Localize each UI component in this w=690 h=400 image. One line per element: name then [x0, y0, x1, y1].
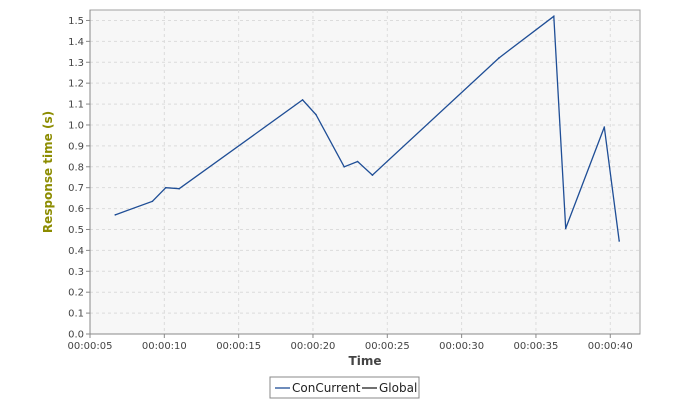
- ticks: 0.0 0.1 0.2 0.3 0.4 0.5 0.6 0.7 0.8 0.9 1.0 1.1 1.2 1…: [68, 16, 633, 352]
- y-tick-label: 0.9: [68, 141, 84, 152]
- y-tick-label: 0.5: [68, 225, 84, 236]
- data-point: [343, 165, 345, 168]
- series-line-concurrent: [115, 15, 620, 242]
- x-tick-label: 00:00:25: [365, 341, 410, 352]
- y-tick-label: 0.3: [68, 267, 84, 278]
- x-tick-label: 00:00:05: [68, 341, 113, 352]
- y-tick-label: 1.5: [68, 16, 84, 27]
- y-tick-label: 0.2: [68, 288, 84, 299]
- y-tick-label: 0.4: [68, 246, 84, 257]
- data-point: [301, 99, 304, 101]
- y-tick-label: 1.3: [68, 58, 84, 69]
- x-tick-label: 00:00:40: [588, 341, 633, 352]
- x-tick-label: 00:00:10: [142, 341, 187, 352]
- data-point: [564, 227, 567, 230]
- legend-box: [269, 376, 420, 399]
- data-point: [371, 174, 374, 176]
- axes: [89, 10, 640, 335]
- x-tick-label: 00:00:20: [291, 341, 336, 352]
- y-tick-label: 1.2: [68, 79, 84, 90]
- y-tick-label: 0.6: [68, 204, 84, 215]
- y-axis-title: Response time (s): [41, 111, 55, 233]
- legend-label-global: Global: [379, 381, 417, 395]
- legend-label-concurrent: ConCurrent: [292, 381, 361, 395]
- y-tick-label: 0.8: [68, 162, 84, 173]
- data-point: [315, 113, 317, 116]
- y-tick-label: 1.0: [68, 120, 84, 131]
- y-tick-label: 0.7: [68, 183, 84, 194]
- y-tick-label: 1.1: [68, 100, 84, 111]
- legend: ConCurrent Global: [269, 376, 420, 399]
- series: [114, 15, 620, 242]
- plot-area: [89, 9, 641, 335]
- data-point: [165, 186, 167, 189]
- data-point: [552, 15, 555, 18]
- data-point: [356, 160, 359, 163]
- data-point: [151, 200, 154, 203]
- x-tick-label: 00:00:30: [439, 341, 484, 352]
- data-point: [497, 57, 500, 59]
- x-tick-label: 00:00:15: [216, 341, 261, 352]
- y-tick-label: 0.0: [68, 330, 84, 341]
- data-point: [178, 187, 180, 190]
- data-point: [114, 214, 117, 216]
- x-axis-title: Time: [349, 354, 382, 368]
- data-point: [603, 126, 606, 128]
- data-point: [618, 240, 620, 242]
- x-tick-label: 00:00:35: [513, 341, 558, 352]
- y-tick-label: 1.4: [68, 37, 84, 48]
- y-tick-label: 0.1: [68, 309, 84, 320]
